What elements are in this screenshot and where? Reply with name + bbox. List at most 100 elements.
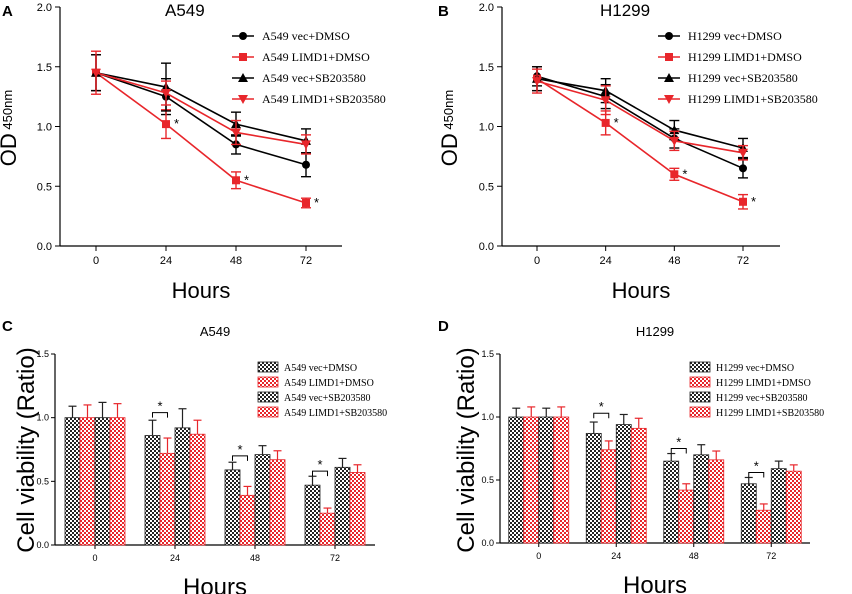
y-tick-label: 1.0 (479, 122, 494, 134)
y-axis-title-sub: 450nm (0, 90, 15, 133)
marker-triangle-down (669, 136, 680, 146)
y-tick-label: 0.0 (479, 241, 494, 253)
marker-square (302, 198, 310, 207)
legend-label: H1299 vec+DMSO (688, 29, 782, 43)
legend-swatch (689, 376, 711, 388)
marker-circle (239, 32, 247, 40)
series-line (536, 78, 744, 203)
legend-label: A549 vec+SB203580 (262, 71, 366, 85)
legend-label: A549 vec+DMSO (284, 363, 357, 374)
bar (755, 509, 772, 544)
bar-chart-c: C A549 0.0 0.5 1.0 1.5 0 24 48 72 * * * Hours Cell via… (2, 318, 387, 594)
bar (174, 427, 191, 546)
significance-star: * (599, 399, 604, 414)
y-tick-label: 0.0 (37, 241, 52, 253)
legend-swatch (257, 391, 279, 403)
significance-bracket (312, 470, 328, 477)
marker-square (232, 176, 240, 185)
marker-triangle-down (600, 96, 611, 106)
panel-label: B (438, 3, 449, 20)
bar (600, 449, 617, 544)
bar (538, 416, 555, 544)
legend-swatch (689, 406, 711, 418)
significance-star: * (317, 457, 322, 472)
y-tick-label: 1.0 (37, 122, 52, 134)
bar (159, 452, 176, 546)
marker-circle (739, 164, 747, 173)
line-chart-b: B H1299 0.0 0.5 1.0 1.5 2.0 0 24 48 72 Hours OD 450n… (437, 1, 818, 303)
x-tick-label: 24 (160, 255, 172, 267)
bar (254, 454, 271, 546)
bar (523, 416, 540, 544)
significance-star: * (676, 435, 681, 450)
bar (630, 427, 647, 544)
significance-star: * (751, 194, 756, 209)
legend-label: H1299 LIMD1+DMSO (716, 378, 811, 389)
marker-circle (302, 160, 310, 169)
x-tick-label: 72 (737, 255, 749, 267)
marker-triangle-down (532, 77, 542, 87)
marker-triangle-down (238, 95, 248, 104)
significance-star: * (237, 442, 242, 457)
y-axis-title: OD 450nm (437, 90, 462, 166)
y-tick-label: 1.0 (36, 413, 49, 423)
x-tick-label: 48 (689, 551, 699, 561)
legend-label: H1299 LIMD1+DMSO (688, 50, 802, 64)
bar (553, 416, 570, 544)
bar (693, 454, 710, 544)
y-tick-label: 1.5 (479, 62, 494, 74)
marker-square (670, 170, 679, 179)
y-tick-label: 0.5 (37, 181, 52, 193)
series-line (95, 72, 307, 204)
x-tick-label: 0 (92, 553, 97, 563)
marker-square (601, 118, 610, 127)
legend-label: H1299 vec+DMSO (716, 363, 794, 374)
x-tick-label: 24 (600, 255, 612, 267)
series-3 (91, 50, 311, 155)
panel-label: A (2, 3, 13, 20)
significance-bracket (748, 471, 765, 478)
significance-star: * (314, 195, 319, 210)
marker-square (239, 53, 247, 61)
significance-bracket (152, 412, 168, 418)
x-axis-title: Hours (172, 278, 231, 303)
bar (319, 512, 336, 546)
significance-bracket (232, 455, 248, 461)
y-tick-label: 0.5 (481, 475, 494, 485)
y-tick-label: 0.5 (36, 476, 49, 486)
series-line (95, 71, 307, 166)
panel-label: D (438, 318, 449, 335)
legend-label: A549 vec+DMSO (262, 29, 350, 43)
x-tick-label: 24 (170, 553, 180, 563)
bar (770, 468, 787, 544)
y-tick-label: 0.5 (479, 181, 494, 193)
significance-bracket (593, 412, 610, 419)
bar (585, 432, 602, 544)
legend-label: H1299 LIMD1+SB203580 (688, 92, 818, 106)
bar (740, 483, 757, 544)
legend-swatch (689, 391, 711, 403)
bar (334, 466, 351, 546)
y-axis-title: Cell viability (Ratio) (453, 347, 480, 552)
marker-triangle-down (161, 89, 171, 99)
y-tick-label: 1.5 (481, 349, 494, 359)
x-tick-label: 72 (300, 255, 312, 267)
legend-label: A549 LIMD1+DMSO (262, 50, 370, 64)
marker-triangle-up (664, 73, 674, 82)
marker-square (739, 197, 747, 206)
significance-star: * (682, 166, 687, 181)
bar (64, 417, 81, 546)
y-tick-label: 1.5 (37, 62, 52, 74)
bar (224, 469, 241, 546)
y-axis-title-main: OD (437, 133, 462, 166)
bar (508, 416, 525, 544)
significance-star: * (244, 172, 249, 187)
marker-triangle-down (664, 95, 674, 104)
bar (615, 424, 632, 544)
marker-square (162, 120, 170, 129)
legend-label: A549 LIMD1+DMSO (284, 378, 374, 389)
bar (678, 489, 695, 544)
x-tick-label: 48 (250, 553, 260, 563)
series-3 (532, 68, 748, 161)
